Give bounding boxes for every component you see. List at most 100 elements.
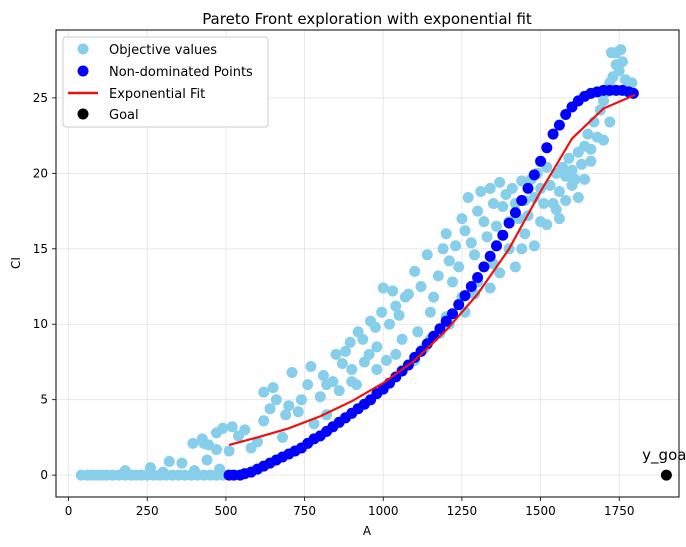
objective-value-point xyxy=(330,348,342,360)
objective-value-point xyxy=(371,364,383,375)
objective-value-point xyxy=(572,192,584,203)
exponential-fit-line xyxy=(228,93,636,446)
non-dominated-point xyxy=(459,290,471,302)
goal-series xyxy=(660,469,672,481)
objective-value-point xyxy=(223,445,235,457)
legend-label-exponential-fit: Exponential Fit xyxy=(109,87,205,102)
x-tick-label: 250 xyxy=(136,504,159,518)
objective-value-point xyxy=(437,243,449,255)
x-tick-label: 750 xyxy=(293,504,316,518)
objective-value-point xyxy=(387,285,399,297)
objective-value-point xyxy=(432,270,444,282)
objective-value-point xyxy=(314,391,326,403)
goal-annotation: y_goal xyxy=(642,446,686,465)
objective-value-point xyxy=(616,56,628,68)
legend-marker-objective-values xyxy=(77,43,89,55)
non-dominated-points-series xyxy=(223,84,639,481)
objective-value-point xyxy=(415,281,427,292)
objective-value-point xyxy=(566,164,578,176)
objective-value-point xyxy=(615,44,627,56)
objective-value-point xyxy=(553,213,565,225)
objective-value-point xyxy=(579,173,591,185)
chart-title: Pareto Front exploration with exponentia… xyxy=(202,10,532,28)
objective-value-point xyxy=(340,345,351,357)
objective-value-point xyxy=(516,243,528,255)
objective-value-point xyxy=(239,424,251,436)
objective-value-point xyxy=(258,386,270,398)
objective-value-point xyxy=(384,318,395,330)
objective-value-point xyxy=(550,204,562,216)
non-dominated-point xyxy=(541,142,553,154)
non-dominated-point xyxy=(447,308,458,320)
non-dominated-point xyxy=(522,182,534,194)
objective-value-point xyxy=(214,463,226,475)
objective-value-point xyxy=(481,231,493,243)
objective-values-series xyxy=(75,44,638,481)
objective-value-point xyxy=(494,267,506,279)
legend-marker-non-dominated-points xyxy=(77,65,89,77)
objective-value-point xyxy=(321,379,333,391)
objective-value-point xyxy=(465,237,477,249)
objective-value-point xyxy=(188,465,200,477)
objective-value-point xyxy=(305,361,317,372)
objective-value-point xyxy=(390,300,402,312)
x-tick-label: 1250 xyxy=(447,504,478,518)
objective-value-point xyxy=(494,176,506,188)
objective-value-point xyxy=(344,336,356,348)
legend-label-goal: Goal xyxy=(109,108,139,123)
objective-value-point xyxy=(267,382,279,394)
objective-value-point xyxy=(538,198,550,209)
objective-value-point xyxy=(560,195,572,206)
non-dominated-point xyxy=(553,119,565,131)
objective-value-point xyxy=(211,444,222,455)
y-tick-label: 15 xyxy=(33,242,48,256)
x-tick-label: 1750 xyxy=(604,504,635,518)
objective-value-point xyxy=(163,456,175,467)
objective-value-point xyxy=(346,376,358,388)
objective-value-point xyxy=(563,152,575,164)
y-tick-label: 5 xyxy=(40,393,48,407)
y-axis-label: CI xyxy=(9,257,23,269)
non-dominated-point xyxy=(528,169,540,181)
non-dominated-point xyxy=(535,155,547,167)
objective-value-point xyxy=(598,95,609,107)
objective-value-point xyxy=(336,358,348,369)
objective-value-point xyxy=(576,158,587,170)
y-tick-label: 0 xyxy=(40,468,48,482)
legend-label-objective-values: Objective values xyxy=(109,43,217,58)
non-dominated-point xyxy=(465,281,477,292)
legend-marker-goal xyxy=(77,108,89,120)
objective-value-point xyxy=(380,354,392,366)
non-dominated-point xyxy=(484,250,496,262)
objective-value-point xyxy=(377,282,389,294)
objective-value-point xyxy=(428,291,440,303)
objective-value-point xyxy=(487,198,499,209)
objective-value-point xyxy=(308,418,320,430)
non-dominated-point xyxy=(547,128,559,140)
objective-value-point xyxy=(283,400,295,412)
objective-value-point xyxy=(557,161,569,173)
objective-value-point xyxy=(295,394,307,406)
non-dominated-point xyxy=(440,315,452,327)
non-dominated-point xyxy=(478,261,490,273)
objective-value-point xyxy=(450,240,462,252)
y-tick-label: 25 xyxy=(33,91,48,105)
legend-label-non-dominated-points: Non-dominated Points xyxy=(109,65,253,80)
non-dominated-point xyxy=(497,229,509,241)
objective-value-point xyxy=(409,265,421,277)
non-dominated-point xyxy=(434,323,446,335)
non-dominated-point xyxy=(503,217,515,229)
objective-value-point xyxy=(424,306,436,318)
objective-value-point xyxy=(544,179,556,191)
objective-value-point xyxy=(317,370,329,381)
objective-value-point xyxy=(440,228,452,240)
objective-value-point xyxy=(456,213,468,225)
objective-value-point xyxy=(270,394,282,406)
objective-value-point xyxy=(566,179,578,191)
x-tick-label: 0 xyxy=(65,504,73,518)
objective-value-point xyxy=(613,65,625,77)
objective-value-point xyxy=(280,409,292,421)
objective-value-point xyxy=(176,457,188,469)
objective-value-point xyxy=(553,186,565,197)
